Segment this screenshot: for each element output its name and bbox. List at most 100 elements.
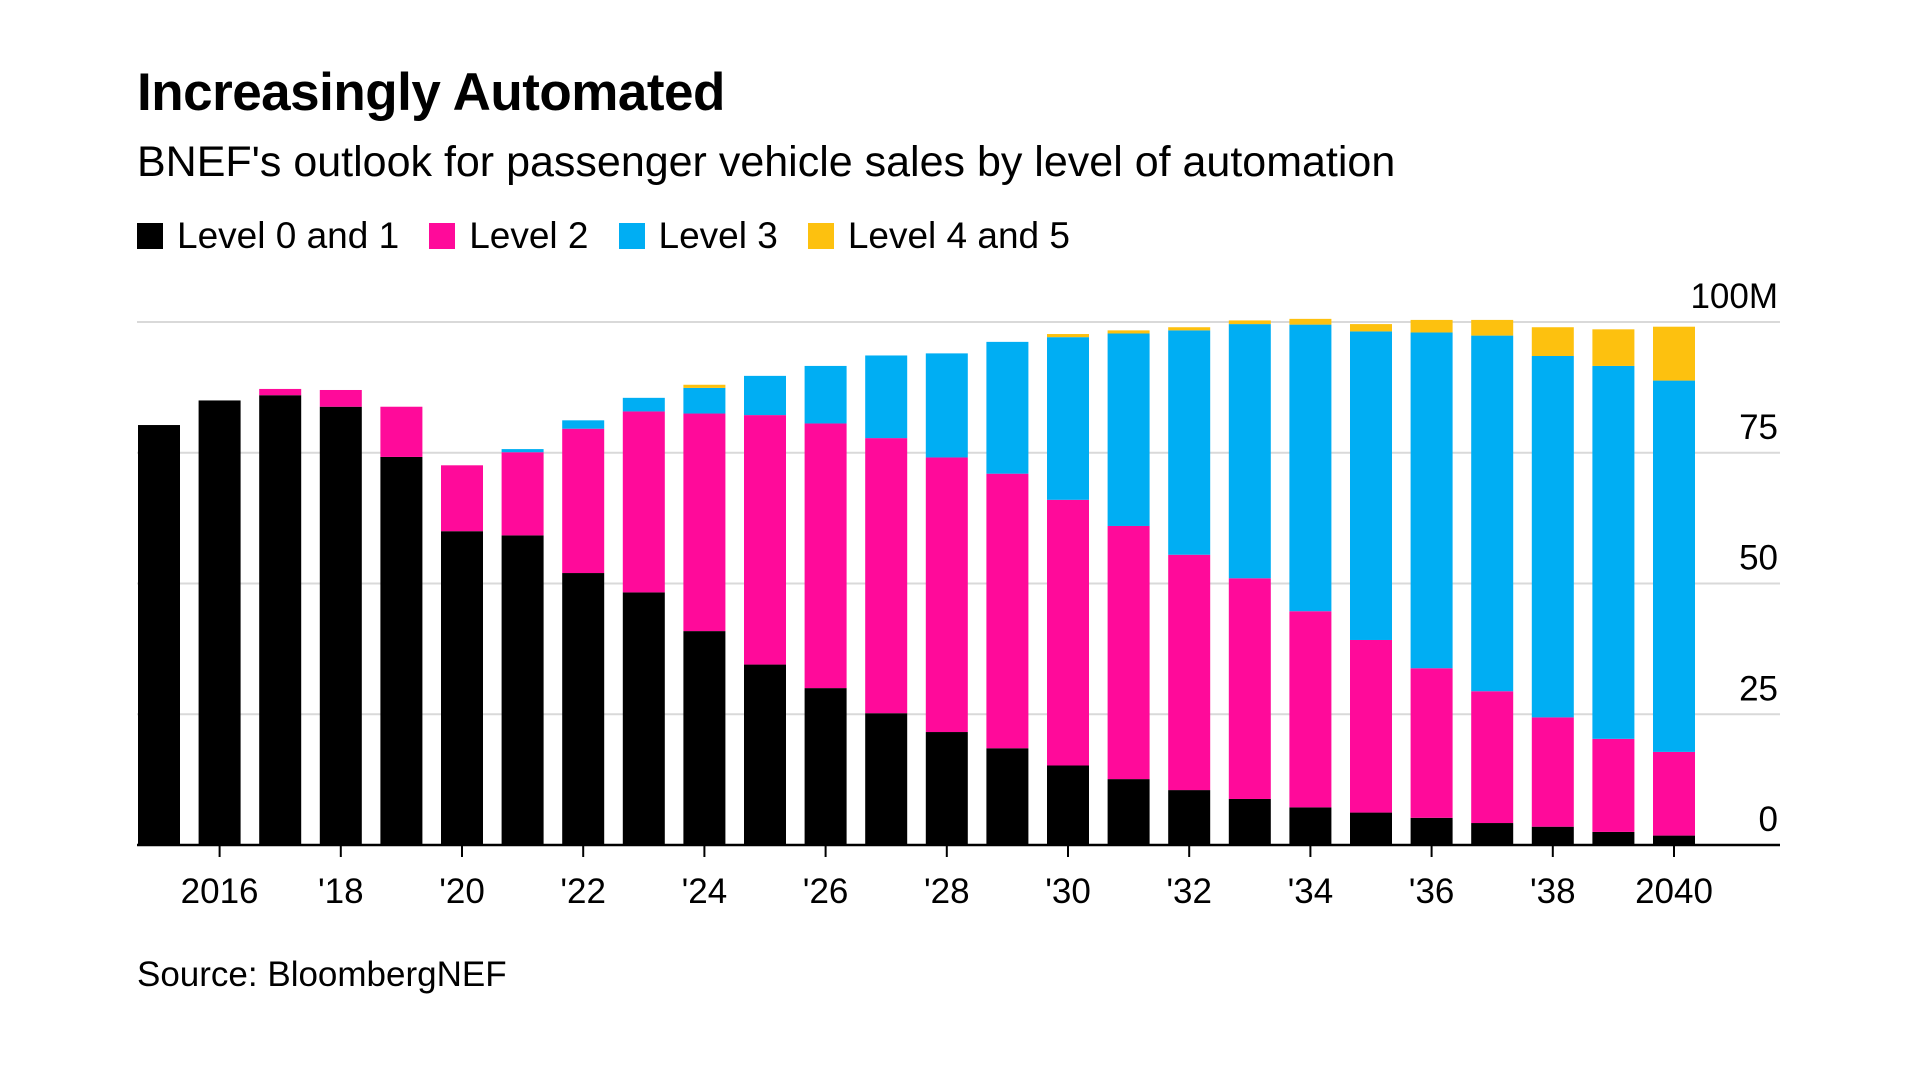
bar-segment-2028-series-2 [925, 353, 968, 458]
legend-item-level-3: Level 3 [618, 215, 778, 257]
bar-segment-2036-series-1 [1410, 668, 1453, 818]
chart-subtitle: BNEF's outlook for passenger vehicle sal… [137, 138, 1396, 186]
legend-label-level-2: Level 2 [469, 215, 589, 256]
bar-segment-2019-series-1 [380, 406, 423, 457]
bar-segment-2038-series-0 [1531, 826, 1574, 845]
legend-swatch-level-0-1 [137, 223, 163, 249]
bar-segment-2035-series-1 [1350, 639, 1392, 813]
bar-segment-2023-series-2 [622, 397, 665, 412]
bar-segment-2036-series-0 [1410, 817, 1453, 845]
bar-segment-2024-series-3 [683, 384, 726, 388]
bar-segment-2037-series-2 [1471, 335, 1514, 692]
bar-segment-2036-series-2 [1410, 332, 1453, 669]
x-tick-label: 2016 [181, 872, 259, 911]
bars [138, 318, 1695, 845]
x-tick-label: '20 [439, 872, 485, 911]
legend-swatch-level-4-5 [807, 223, 834, 249]
bar-segment-2037-series-0 [1471, 823, 1514, 845]
bar-segment-2027-series-0 [865, 713, 908, 845]
bar-segment-2031-series-3 [1107, 330, 1150, 334]
bar-segment-2033-series-0 [1228, 798, 1271, 845]
legend-label-level-4-5: Level 4 and 5 [847, 215, 1070, 256]
bar-segment-2031-series-1 [1107, 525, 1150, 780]
axes: 0 25 50 75 100M 2016 '18 '20 '22 '24 '26 '28 '30 '32 '… [137, 277, 1780, 911]
bar-segment-2026-series-1 [804, 423, 847, 689]
bar-segment-2019-series-0 [380, 456, 423, 845]
bar-segment-2020-series-0 [441, 531, 483, 845]
bar-segment-2037-series-3 [1471, 319, 1514, 336]
x-tick-label: '34 [1288, 872, 1334, 911]
bar-segment-2032-series-0 [1168, 790, 1211, 845]
x-tick-label: '18 [318, 872, 364, 911]
bar-segment-2040-series-2 [1653, 380, 1695, 752]
x-tick-label: '28 [924, 872, 970, 911]
bar-segment-2028-series-0 [925, 732, 968, 845]
bar-segment-2037-series-1 [1471, 691, 1514, 824]
bar-segment-2026-series-2 [804, 365, 847, 424]
bar-segment-2032-series-1 [1168, 554, 1211, 791]
bar-segment-2032-series-2 [1168, 330, 1211, 555]
bar-segment-2035-series-3 [1350, 324, 1392, 332]
bar-segment-2024-series-2 [683, 387, 726, 414]
y-tick-label: 100M [1690, 277, 1778, 316]
bar-segment-2024-series-0 [683, 631, 726, 845]
bar-segment-2029-series-0 [986, 748, 1029, 845]
bar-segment-2031-series-2 [1107, 333, 1150, 526]
bar-segment-2029-series-1 [986, 473, 1029, 749]
legend-item-level-2: Level 2 [429, 215, 589, 257]
bar-segment-2034-series-3 [1289, 318, 1332, 325]
bar-segment-2025-series-0 [744, 664, 786, 845]
bar-segment-2030-series-1 [1047, 499, 1089, 766]
bar-segment-2039-series-1 [1592, 738, 1635, 832]
y-tick-label: 25 [1739, 669, 1778, 708]
bar-segment-2038-series-2 [1531, 355, 1574, 718]
bar-segment-2035-series-0 [1350, 812, 1392, 845]
y-tick-label: 50 [1739, 539, 1778, 578]
bar-segment-2040-series-0 [1653, 835, 1695, 845]
bar-segment-2015-series-0 [138, 425, 180, 845]
legend-label-level-3: Level 3 [658, 215, 778, 256]
legend-item-level-4-5: Level 4 and 5 [807, 215, 1070, 257]
legend-label-level-0-1: Level 0 and 1 [177, 215, 400, 256]
chart-title: Increasingly Automated [137, 63, 725, 122]
bar-segment-2018-series-1 [319, 389, 362, 407]
bar-segment-2032-series-3 [1168, 327, 1211, 331]
bar-segment-2025-series-1 [744, 415, 786, 665]
bar-segment-2034-series-2 [1289, 324, 1332, 612]
bar-segment-2028-series-1 [925, 457, 968, 733]
bar-segment-2021-series-2 [501, 449, 544, 453]
x-tick-label: 2040 [1635, 872, 1713, 911]
x-tick-label: '22 [560, 872, 606, 911]
bar-segment-2039-series-0 [1592, 831, 1635, 845]
bar-segment-2022-series-2 [562, 420, 605, 429]
x-tick-label: '32 [1166, 872, 1212, 911]
bar-segment-2038-series-3 [1531, 327, 1574, 356]
bar-segment-2017-series-0 [259, 395, 302, 845]
bar-segment-2033-series-2 [1228, 324, 1271, 579]
x-tick-label: '36 [1409, 872, 1455, 911]
legend-swatch-level-2 [429, 223, 456, 249]
bar-segment-2020-series-1 [441, 465, 483, 532]
x-tick-label: '38 [1530, 872, 1576, 911]
bar-segment-2016-series-0 [198, 400, 241, 845]
bar-segment-2026-series-0 [804, 688, 847, 845]
x-tick-label: '26 [803, 872, 849, 911]
bar-segment-2022-series-1 [562, 428, 605, 574]
bar-segment-2034-series-0 [1289, 807, 1332, 845]
bar-segment-2022-series-0 [562, 573, 605, 845]
y-tick-label: 75 [1739, 408, 1778, 447]
legend-swatch-level-3 [618, 223, 645, 249]
bar-segment-2034-series-1 [1289, 611, 1332, 808]
bar-segment-2033-series-1 [1228, 578, 1271, 799]
bar-segment-2035-series-2 [1350, 331, 1392, 640]
bar-segment-2040-series-3 [1653, 326, 1695, 381]
x-tick-label: '24 [682, 872, 728, 911]
source-note: Source: BloombergNEF [137, 955, 507, 994]
bar-segment-2033-series-3 [1228, 320, 1271, 325]
bar-segment-2023-series-0 [622, 592, 665, 845]
bar-segment-2023-series-1 [622, 411, 665, 593]
bar-segment-2039-series-3 [1592, 329, 1635, 366]
bar-segment-2038-series-1 [1531, 717, 1574, 827]
chart-legend: Level 0 and 1 Level 2 Level 3 Level 4 an… [137, 215, 1100, 257]
